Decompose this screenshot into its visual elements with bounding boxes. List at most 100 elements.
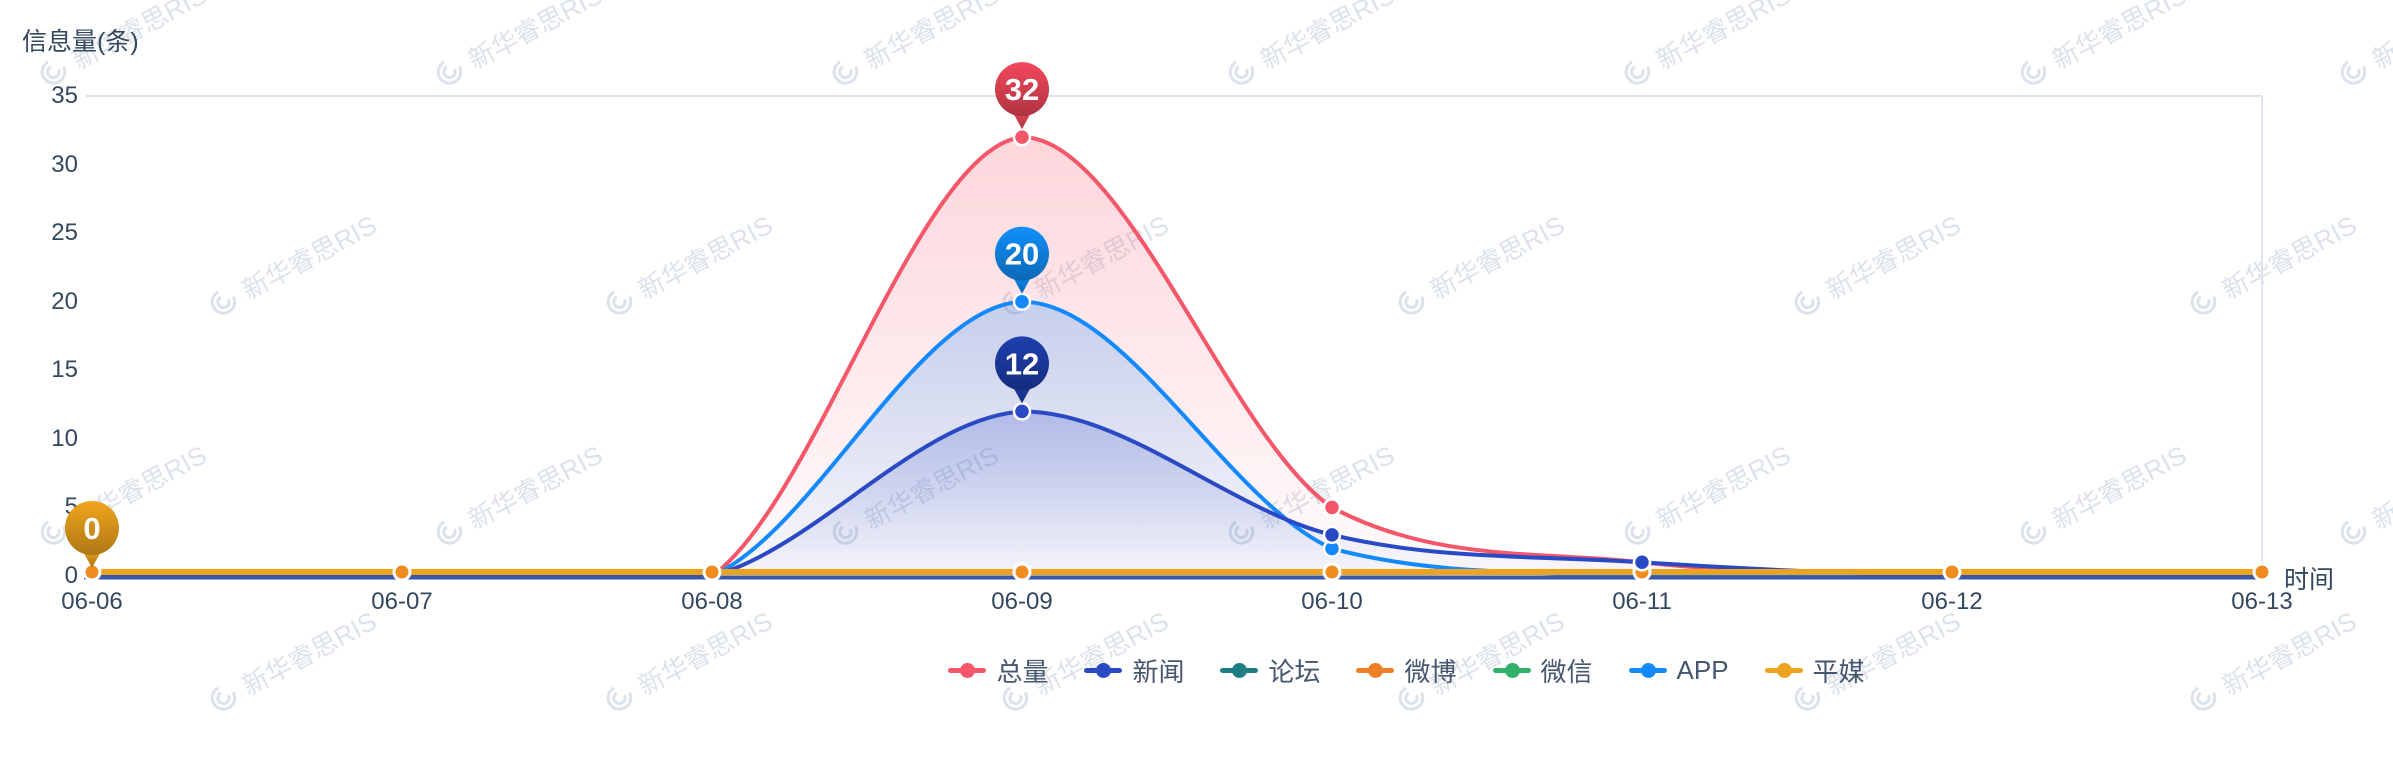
watermark-logo-icon (1624, 60, 1650, 85)
watermark: 新华睿思RIS (427, 435, 608, 555)
legend-label: 微信 (1540, 657, 1593, 687)
legend-item-APP[interactable]: APP (1628, 655, 1729, 686)
x-tick-label: 06-08 (681, 588, 743, 615)
watermark: 新华睿思RIS (1219, 435, 1400, 555)
y-tick-label: 30 (51, 150, 78, 178)
watermark-text: 新华睿思RIS (1821, 209, 1966, 306)
watermark-text: 新华睿思RIS (1255, 439, 1400, 536)
watermark: 新华睿思RIS (1615, 435, 1796, 555)
watermark-text: 新华睿思RIS (67, 439, 212, 536)
watermark: 新华睿思RIS (1785, 205, 1966, 325)
legend-item-新闻[interactable]: 新闻 (1084, 652, 1184, 689)
watermark: 新华睿思RIS (993, 601, 1174, 721)
y-axis-title: 信息量(条) (22, 28, 139, 56)
watermark-logo-icon (606, 290, 632, 315)
watermark: 新华睿思RIS (1785, 601, 1966, 721)
watermark-logo-icon (40, 60, 66, 85)
watermark: 新华睿思RIS (1615, 0, 1796, 95)
watermark-logo-icon (436, 60, 462, 85)
x-tick-label: 06-12 (1921, 588, 1983, 615)
legend-label: 平媒 (1812, 657, 1865, 687)
legend-item-微博[interactable]: 微博 (1356, 652, 1457, 689)
legend-line-dot-icon (948, 663, 987, 678)
watermark-logo-icon (2020, 60, 2046, 85)
watermark: 新华睿思RIS (201, 205, 382, 325)
watermark: 新华睿思RIS (2181, 205, 2362, 325)
y-tick-label: 10 (51, 424, 78, 452)
watermark-text: 新华睿思RIS (2047, 0, 2192, 76)
y-tick-label: 20 (51, 287, 78, 315)
legend-label: 论坛 (1268, 657, 1321, 687)
watermark-logo-icon (1794, 290, 1820, 315)
legend-line-dot-icon (1356, 663, 1395, 678)
watermark: 新华睿思RIS (597, 205, 778, 325)
watermark: 新华睿思RIS (2011, 0, 2192, 95)
watermark-logo-icon (2340, 60, 2366, 85)
watermark-text: 新华睿思RIS (859, 0, 1004, 76)
watermark: 新华睿思RIS (597, 601, 778, 721)
watermark: 新华睿思RIS (2331, 0, 2393, 95)
legend-label: 新闻 (1132, 657, 1185, 687)
watermark-text: 新华睿思RIS (859, 439, 1004, 536)
watermark-logo-icon (2020, 520, 2046, 545)
y-tick-label: 25 (51, 219, 78, 247)
watermark: 新华睿思RIS (1389, 601, 1570, 721)
legend-label: 微博 (1404, 657, 1457, 687)
y-tick-label: 35 (51, 82, 78, 109)
watermark-logo-icon (1228, 520, 1254, 545)
x-axis-title: 时间 (2284, 566, 2335, 594)
legend-item-总量[interactable]: 总量 (948, 652, 1048, 689)
watermark-logo-icon (2340, 520, 2366, 545)
watermark-logo-icon (1228, 60, 1254, 85)
watermark-logo-icon (832, 520, 858, 545)
watermark-logo-icon (1624, 520, 1650, 545)
watermark-text: 新华睿思RIS (1255, 0, 1400, 76)
watermark: 新华睿思RIS (823, 0, 1004, 95)
watermark-text: 新华睿思RIS (463, 0, 608, 76)
watermark: 新华睿思RIS (1389, 205, 1570, 325)
legend-item-平媒[interactable]: 平媒 (1764, 652, 1865, 689)
watermark-logo-icon (2190, 686, 2216, 711)
legend: 总量 新闻 论坛 微博 微信 APP 平媒 (0, 652, 2393, 689)
watermark-logo-icon (1002, 686, 1028, 711)
watermark: 新华睿思RIS (2181, 601, 2362, 721)
legend-line-dot-icon (1220, 663, 1259, 678)
watermark: 新华睿思RIS (31, 0, 212, 95)
watermark: 新华睿思RIS (201, 601, 382, 721)
x-tick-label: 06-10 (1301, 588, 1363, 615)
legend-label: 总量 (996, 657, 1049, 687)
y-tick-label: 5 (64, 493, 78, 521)
watermark-logo-icon (210, 686, 236, 711)
watermark-logo-icon (436, 520, 462, 545)
watermark-text: 新华睿思RIS (2047, 439, 2192, 536)
x-tick-label: 06-06 (61, 588, 123, 615)
y-tick-label: 0 (64, 562, 78, 589)
watermark: 新华睿思RIS (2331, 435, 2393, 555)
watermark-text: 新华睿思RIS (2217, 209, 2362, 306)
watermark-logo-icon (1794, 686, 1820, 711)
watermark-text: 新华睿思RIS (1651, 0, 1796, 76)
watermark-logo-icon (1398, 686, 1424, 711)
legend-item-微信[interactable]: 微信 (1492, 652, 1593, 689)
watermark-logo-icon (40, 520, 66, 545)
watermark-text: 新华睿思RIS (1029, 209, 1174, 306)
watermark-logo-icon (606, 686, 632, 711)
x-tick-label: 06-09 (991, 588, 1053, 615)
watermark-text: 新华睿思RIS (2367, 439, 2393, 536)
watermark-logo-icon (2190, 290, 2216, 315)
x-tick-label: 06-11 (1612, 588, 1672, 615)
watermark-logo-icon (832, 60, 858, 85)
watermark-logo-icon (1398, 290, 1424, 315)
watermark: 新华睿思RIS (993, 205, 1174, 325)
watermark: 新华睿思RIS (31, 435, 212, 555)
legend-item-论坛[interactable]: 论坛 (1220, 652, 1320, 689)
watermark-text: 新华睿思RIS (237, 209, 382, 306)
y-tick-label: 15 (51, 356, 78, 384)
watermark-text: 新华睿思RIS (1425, 209, 1570, 306)
legend-label: APP (1676, 655, 1729, 685)
watermark-logo-icon (210, 290, 236, 315)
legend-line-dot-icon (1628, 663, 1667, 678)
legend-line-dot-icon (1084, 663, 1123, 678)
